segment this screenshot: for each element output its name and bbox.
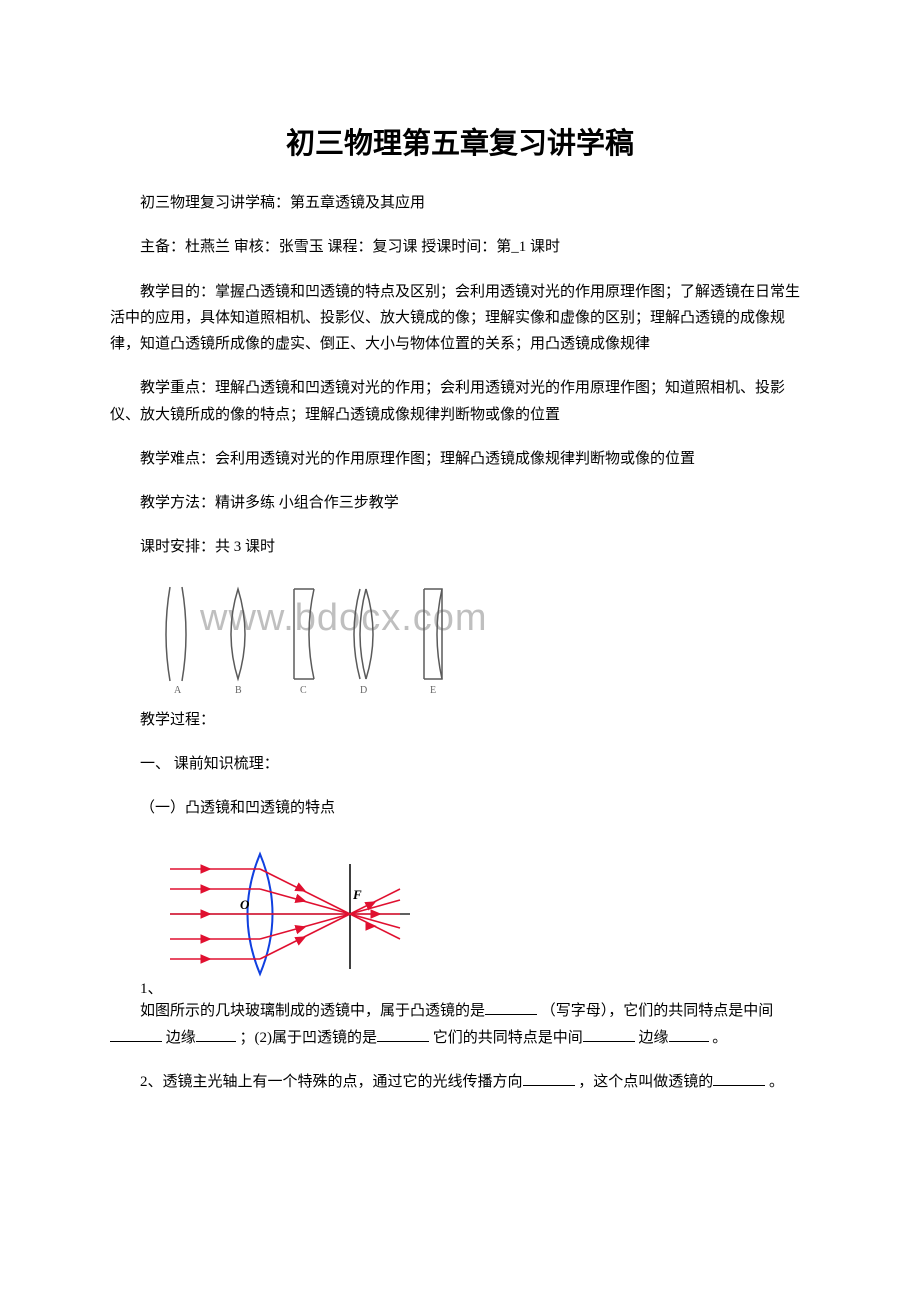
teaching-difficulty: 教学难点：会利用透镜对光的作用原理作图；理解凸透镜成像规律判断物或像的位置 [110, 446, 810, 472]
q1-part-g: 。 [712, 1030, 727, 1046]
subtitle-line: 初三物理复习讲学稿：第五章透镜及其应用 [110, 190, 810, 216]
ray-diagram-row: 1、 [110, 839, 810, 998]
convex-lens-ray-diagram: O F [165, 839, 415, 994]
teaching-process: 教学过程： [110, 707, 810, 733]
q1-part-f: 边缘 [639, 1030, 669, 1046]
class-hours: 课时安排：共 3 课时 [110, 534, 810, 560]
meta-line: 主备：杜燕兰 审核：张雪玉 课程：复习课 授课时间：第_1 课时 [110, 234, 810, 260]
teaching-goal: 教学目的：掌握凸透镜和凹透镜的特点及区别；会利用透镜对光的作用原理作图；了解透镜… [110, 279, 810, 358]
q1-part-d: ；(2)属于凹透镜的是 [240, 1030, 378, 1046]
blank-field[interactable] [713, 1070, 765, 1086]
teaching-method: 教学方法：精讲多练 小组合作三步教学 [110, 490, 810, 516]
q1-part-b: （写字母），它们的共同特点是中间 [541, 1003, 774, 1019]
question-1-number: 1、 [140, 977, 163, 998]
blank-field[interactable] [377, 1026, 429, 1042]
lens-label-c: C [300, 685, 307, 694]
lens-shapes-figure: A B C D E [142, 579, 810, 699]
subsection-1-1: （一）凸透镜和凹透镜的特点 [110, 795, 810, 821]
lens-label-e: E [430, 685, 436, 694]
blank-field[interactable] [485, 999, 537, 1015]
focal-point-label: F [352, 887, 362, 902]
question-1-text: 如图所示的几块玻璃制成的透镜中，属于凸透镜的是 （写字母），它们的共同特点是中间… [110, 998, 810, 1051]
q2-part-c: 。 [769, 1074, 784, 1090]
blank-field[interactable] [583, 1026, 635, 1042]
lens-label-d: D [360, 685, 367, 694]
lens-shapes-row: www.bdocx.com [110, 579, 810, 699]
lens-label-a: A [174, 685, 182, 694]
blank-field[interactable] [110, 1026, 162, 1042]
blank-field[interactable] [669, 1026, 709, 1042]
q1-part-a: 如图所示的几块玻璃制成的透镜中，属于凸透镜的是 [140, 1003, 485, 1019]
q2-part-b: ，这个点叫做透镜的 [578, 1074, 713, 1090]
q1-part-c: 边缘 [166, 1030, 196, 1046]
teaching-key: 教学重点：理解凸透镜和凹透镜对光的作用；会利用透镜对光的作用原理作图；知道照相机… [110, 375, 810, 428]
blank-field[interactable] [196, 1026, 236, 1042]
q2-part-a: 2、透镜主光轴上有一个特殊的点，通过它的光线传播方向 [140, 1074, 523, 1090]
blank-field[interactable] [523, 1070, 575, 1086]
lens-label-b: B [235, 685, 242, 694]
page-title: 初三物理第五章复习讲学稿 [110, 120, 810, 162]
document-page: 初三物理第五章复习讲学稿 初三物理复习讲学稿：第五章透镜及其应用 主备：杜燕兰 … [0, 0, 920, 1193]
question-2-text: 2、透镜主光轴上有一个特殊的点，通过它的光线传播方向 ，这个点叫做透镜的 。 [110, 1069, 810, 1095]
optical-center-label: O [240, 897, 250, 912]
section-1-heading: 一、 课前知识梳理： [110, 751, 810, 777]
q1-part-e: 它们的共同特点是中间 [433, 1030, 583, 1046]
